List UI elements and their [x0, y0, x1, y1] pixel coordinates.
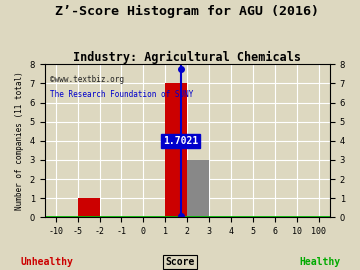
Text: ©www.textbiz.org: ©www.textbiz.org	[50, 75, 124, 84]
Text: The Research Foundation of SUNY: The Research Foundation of SUNY	[50, 90, 194, 99]
Text: Z’-Score Histogram for AGU (2016): Z’-Score Histogram for AGU (2016)	[55, 5, 319, 18]
Text: 1.7021: 1.7021	[163, 136, 198, 146]
Bar	[187, 160, 209, 217]
Y-axis label: Number of companies (11 total): Number of companies (11 total)	[15, 72, 24, 210]
Text: Healthy: Healthy	[300, 257, 341, 267]
Title: Industry: Agricultural Chemicals: Industry: Agricultural Chemicals	[73, 51, 301, 64]
Bar	[165, 83, 187, 217]
Text: Score: Score	[165, 257, 195, 267]
Bar	[77, 198, 99, 217]
Text: Unhealthy: Unhealthy	[21, 257, 73, 267]
